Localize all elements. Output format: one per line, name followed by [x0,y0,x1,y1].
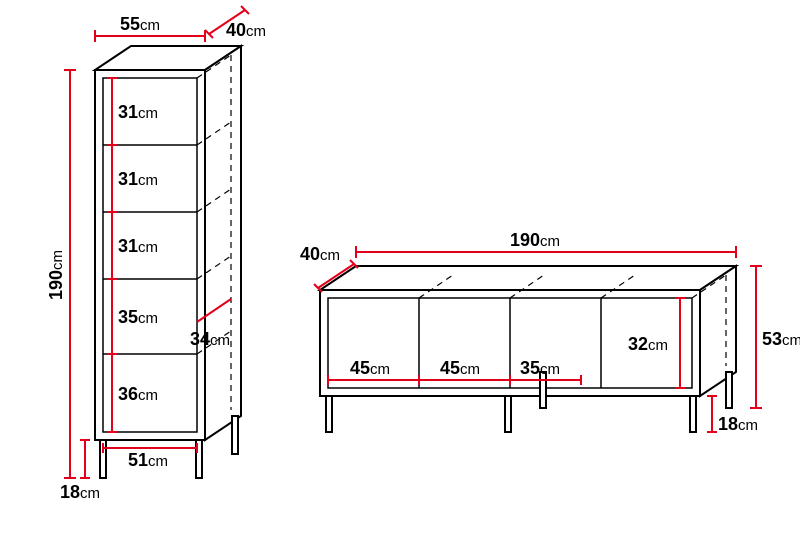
dim-cabinet-height: 190cm [46,70,76,478]
dim-value: 31 [118,102,138,122]
svg-text:40cm: 40cm [226,20,266,40]
dim-value: 40 [300,244,320,264]
dim-unit: cm [540,361,560,378]
svg-text:36cm: 36cm [118,384,158,404]
dim-unit: cm [246,23,266,40]
dim-unit: cm [49,250,66,270]
dim-value: 51 [128,450,148,470]
dim-value: 40 [226,20,246,40]
dim-unit: cm [210,332,230,349]
dim-tv-height: 53cm [750,266,800,408]
svg-text:31cm: 31cm [118,102,158,122]
dim-value: 45 [350,358,370,378]
svg-text:18cm: 18cm [60,482,100,502]
dim-unit: cm [782,332,800,349]
svg-text:32cm: 32cm [628,334,668,354]
dim-unit: cm [148,453,168,470]
dim-tv-width: 190cm [356,230,736,258]
svg-text:190cm: 190cm [510,230,560,250]
dim-value: 35 [520,358,540,378]
dim-unit: cm [738,417,758,434]
dim-value: 53 [762,329,782,349]
dim-cabinet-leg: 18cm [60,440,100,502]
svg-text:53cm: 53cm [762,329,800,349]
dim-value: 18 [718,414,738,434]
svg-text:34cm: 34cm [190,329,230,349]
dim-unit: cm [140,17,160,34]
svg-text:35cm: 35cm [118,307,158,327]
svg-text:35cm: 35cm [520,358,560,378]
svg-text:18cm: 18cm [718,414,758,434]
svg-text:31cm: 31cm [118,236,158,256]
dim-value: 190 [46,270,66,300]
dim-value: 32 [628,334,648,354]
dim-unit: cm [138,172,158,189]
dim-unit: cm [370,361,390,378]
dim-cabinet-width: 55cm [95,14,205,42]
dim-cabinet-depth: 40cm [205,6,266,40]
cabinet: 55cm 40cm 190cm 31cm 31cm [46,6,266,502]
dim-unit: cm [138,310,158,327]
dim-unit: cm [648,337,668,354]
dim-value: 31 [118,236,138,256]
svg-text:51cm: 51cm [128,450,168,470]
dim-unit: cm [80,485,100,502]
dim-value: 36 [118,384,138,404]
dim-unit: cm [460,361,480,378]
tv-unit: 190cm 40cm 53cm 32cm 18cm [300,230,800,434]
dim-cabinet-inner-width: 51cm [103,443,197,470]
svg-text:45cm: 45cm [350,358,390,378]
dim-unit: cm [138,387,158,404]
svg-text:190cm: 190cm [46,250,66,300]
dim-unit: cm [320,247,340,264]
dim-value: 35 [118,307,138,327]
diagram-canvas: 55cm 40cm 190cm 31cm 31cm [0,0,800,533]
svg-text:45cm: 45cm [440,358,480,378]
dim-value: 45 [440,358,460,378]
dim-value: 55 [120,14,140,34]
svg-text:40cm: 40cm [300,244,340,264]
svg-text:55cm: 55cm [120,14,160,34]
dim-unit: cm [138,105,158,122]
dim-value: 190 [510,230,540,250]
dim-unit: cm [138,239,158,256]
dim-value: 34 [190,329,210,349]
dim-value: 18 [60,482,80,502]
dim-unit: cm [540,233,560,250]
svg-text:31cm: 31cm [118,169,158,189]
dim-value: 31 [118,169,138,189]
